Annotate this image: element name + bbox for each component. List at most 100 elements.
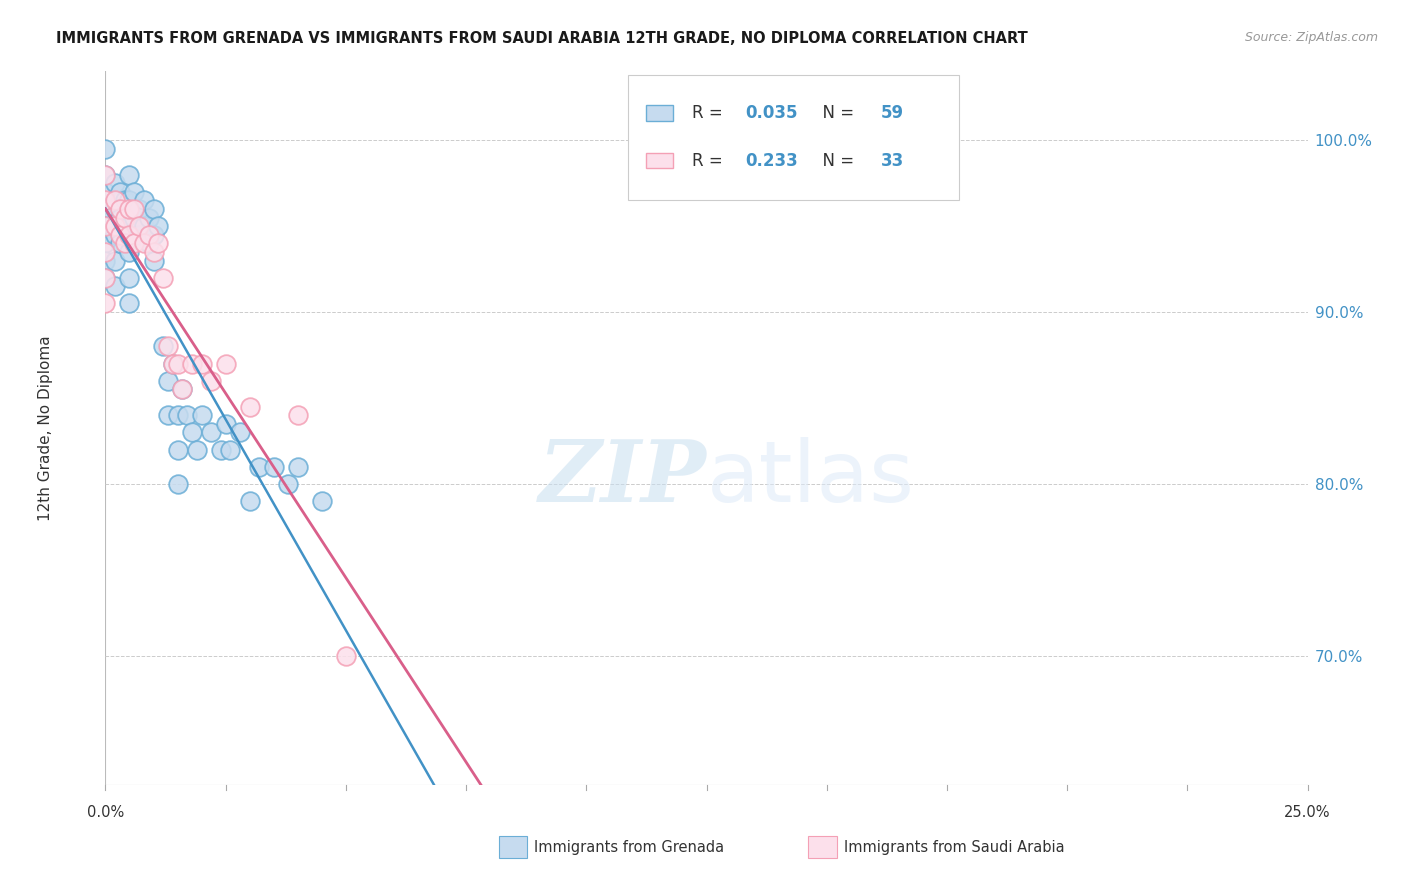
Point bbox=[162, 357, 184, 371]
Text: 0.035: 0.035 bbox=[745, 103, 797, 121]
Point bbox=[94, 168, 117, 182]
Point bbox=[94, 236, 117, 251]
Point bbox=[152, 339, 174, 353]
Point bbox=[200, 374, 222, 388]
Point bbox=[94, 270, 117, 285]
Text: N =: N = bbox=[813, 103, 859, 121]
Point bbox=[94, 202, 117, 216]
Point bbox=[142, 253, 165, 268]
Text: 0.233: 0.233 bbox=[745, 152, 797, 169]
Point bbox=[114, 194, 136, 208]
Point bbox=[186, 442, 208, 457]
Text: ZIP: ZIP bbox=[538, 436, 707, 520]
Point bbox=[104, 253, 127, 268]
Text: 12th Grade, No Diploma: 12th Grade, No Diploma bbox=[38, 335, 53, 521]
Point bbox=[142, 227, 165, 242]
Text: R =: R = bbox=[692, 103, 728, 121]
Point bbox=[166, 477, 188, 491]
Point bbox=[118, 270, 141, 285]
Point bbox=[128, 202, 150, 216]
Point bbox=[287, 409, 309, 423]
Point bbox=[152, 270, 174, 285]
Point bbox=[148, 236, 170, 251]
Point bbox=[104, 279, 127, 293]
Point bbox=[166, 357, 188, 371]
Text: IMMIGRANTS FROM GRENADA VS IMMIGRANTS FROM SAUDI ARABIA 12TH GRADE, NO DIPLOMA C: IMMIGRANTS FROM GRENADA VS IMMIGRANTS FR… bbox=[56, 31, 1028, 46]
Point bbox=[176, 409, 198, 423]
Point bbox=[94, 253, 117, 268]
Point bbox=[287, 459, 309, 474]
Point bbox=[118, 244, 141, 259]
Point bbox=[277, 477, 299, 491]
Point bbox=[118, 194, 141, 208]
Point bbox=[118, 296, 141, 310]
Point bbox=[132, 219, 155, 233]
Point bbox=[200, 425, 222, 440]
Text: 33: 33 bbox=[880, 152, 904, 169]
Point bbox=[94, 185, 117, 199]
Point bbox=[124, 236, 146, 251]
Point bbox=[214, 417, 236, 431]
Point bbox=[138, 211, 160, 225]
Point bbox=[128, 219, 150, 233]
Point bbox=[94, 168, 117, 182]
Point bbox=[239, 400, 262, 414]
Point bbox=[94, 296, 117, 310]
Point bbox=[190, 357, 212, 371]
Text: atlas: atlas bbox=[707, 436, 914, 520]
Point bbox=[172, 383, 194, 397]
Text: 25.0%: 25.0% bbox=[1284, 805, 1331, 820]
Point bbox=[311, 494, 333, 508]
Point bbox=[156, 374, 179, 388]
Point bbox=[94, 194, 117, 208]
Point bbox=[104, 202, 127, 216]
Point bbox=[94, 142, 117, 156]
Point bbox=[335, 648, 357, 663]
Point bbox=[156, 409, 179, 423]
Text: 59: 59 bbox=[880, 103, 904, 121]
Point bbox=[138, 236, 160, 251]
Point bbox=[94, 270, 117, 285]
Point bbox=[114, 236, 136, 251]
Point bbox=[181, 357, 204, 371]
Point bbox=[124, 202, 146, 216]
Point bbox=[219, 442, 242, 457]
Point bbox=[108, 202, 131, 216]
Point bbox=[162, 357, 184, 371]
Point bbox=[118, 168, 141, 182]
Bar bbox=[647, 153, 673, 169]
Point bbox=[181, 425, 204, 440]
Point bbox=[132, 194, 155, 208]
Point bbox=[128, 227, 150, 242]
Point bbox=[124, 185, 146, 199]
Text: 0.0%: 0.0% bbox=[87, 805, 124, 820]
Point bbox=[104, 227, 127, 242]
Point bbox=[239, 494, 262, 508]
Point bbox=[156, 339, 179, 353]
Point bbox=[229, 425, 252, 440]
Point bbox=[94, 244, 117, 259]
Point bbox=[104, 176, 127, 190]
Point bbox=[104, 194, 127, 208]
Point bbox=[94, 219, 117, 233]
Point bbox=[108, 211, 131, 225]
Text: Immigrants from Grenada: Immigrants from Grenada bbox=[534, 840, 724, 855]
Point bbox=[108, 185, 131, 199]
Point bbox=[104, 219, 127, 233]
Text: N =: N = bbox=[813, 152, 859, 169]
Text: Immigrants from Saudi Arabia: Immigrants from Saudi Arabia bbox=[844, 840, 1064, 855]
Point bbox=[94, 219, 117, 233]
Point bbox=[114, 211, 136, 225]
Point bbox=[214, 357, 236, 371]
Point bbox=[118, 219, 141, 233]
Point bbox=[138, 227, 160, 242]
Point bbox=[263, 459, 285, 474]
Text: R =: R = bbox=[692, 152, 728, 169]
Point bbox=[190, 409, 212, 423]
Text: Source: ZipAtlas.com: Source: ZipAtlas.com bbox=[1244, 31, 1378, 45]
Point bbox=[114, 219, 136, 233]
Point bbox=[108, 227, 131, 242]
Point bbox=[166, 409, 188, 423]
Point bbox=[172, 383, 194, 397]
Point bbox=[148, 219, 170, 233]
